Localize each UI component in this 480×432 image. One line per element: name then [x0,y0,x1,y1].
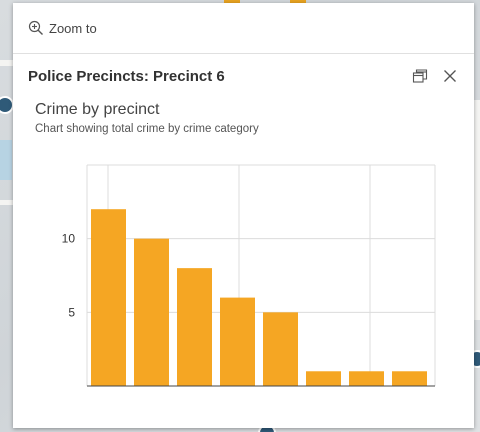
chart-bar [392,371,427,386]
map-marker[interactable] [0,96,14,114]
close-icon[interactable] [442,68,458,84]
chart-bar [263,312,298,386]
chart-bar [220,297,255,386]
map-road [0,60,14,66]
chart-title: Crime by precinct [35,101,160,118]
chart-bar [134,238,169,386]
zoom-to-button[interactable]: Zoom to [28,20,97,36]
dock-icon[interactable] [412,68,428,84]
chart-subtitle: Chart showing total crime by crime categ… [35,123,259,135]
popup-header-actions [412,68,458,84]
map-water [0,140,12,180]
chart-bar [91,209,126,386]
popup-header: Police Precincts: Precinct 6 [13,54,474,98]
chart-bar [349,371,384,386]
y-tick-label: 5 [68,305,75,319]
map-road [0,200,14,205]
chart-bar [306,371,341,386]
chart-bar [177,268,212,386]
map-road [474,100,480,320]
zoom-in-icon [28,20,43,35]
bar-chart: 5 10 [62,164,436,387]
y-tick-label: 10 [62,232,76,246]
feature-popup: Zoom to Police Precincts: Precinct 6 Cri… [13,3,474,428]
popup-action-bar: Zoom to [13,3,474,54]
zoom-to-label: Zoom to [49,20,97,36]
popup-title: Police Precincts: Precinct 6 [28,67,225,85]
